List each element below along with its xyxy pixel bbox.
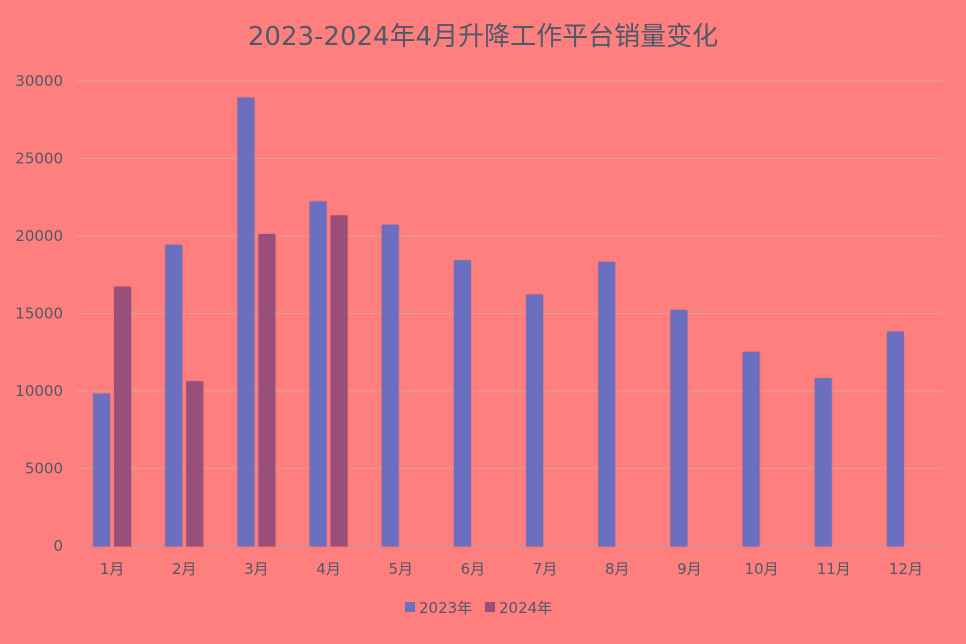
bars xyxy=(93,97,904,547)
bar-series-0-2 xyxy=(165,244,183,547)
x-tick-label: 5月 xyxy=(388,560,413,578)
y-tick-label: 10000 xyxy=(15,382,63,400)
bar-series-0-10 xyxy=(742,351,760,547)
y-tick-label: 25000 xyxy=(15,150,63,168)
x-tick-label: 11月 xyxy=(817,560,851,578)
bar-series-0-8 xyxy=(598,261,616,547)
legend-label-0: 2023年 xyxy=(419,599,472,617)
legend-label-1: 2024年 xyxy=(499,599,552,617)
x-tick-label: 9月 xyxy=(677,560,702,578)
bar-series-0-3 xyxy=(237,97,255,547)
bar-series-0-4 xyxy=(309,201,327,547)
y-tick-label: 15000 xyxy=(15,305,63,323)
bar-series-1-3 xyxy=(258,233,276,547)
bar-series-0-9 xyxy=(670,309,688,547)
bar-series-1-1 xyxy=(114,286,132,547)
legend-swatch-0 xyxy=(405,602,415,612)
bar-series-0-1 xyxy=(93,393,111,547)
x-tick-label: 4月 xyxy=(316,560,341,578)
bar-series-0-6 xyxy=(453,260,471,547)
y-tick-label: 5000 xyxy=(25,460,63,478)
legend-swatch-1 xyxy=(485,602,495,612)
x-tick-label: 3月 xyxy=(244,560,269,578)
x-tick-label: 6月 xyxy=(461,560,486,578)
x-tick-label: 7月 xyxy=(533,560,558,578)
x-tick-label: 12月 xyxy=(889,560,923,578)
bar-series-0-12 xyxy=(886,331,904,547)
x-tick-label: 10月 xyxy=(745,560,779,578)
gridlines xyxy=(76,80,942,547)
bar-series-0-5 xyxy=(381,224,399,547)
bar-series-0-7 xyxy=(526,294,544,547)
chart-title: 2023-2024年4月升降工作平台销量变化 xyxy=(248,22,718,52)
legend: 2023年 2024年 xyxy=(405,599,552,617)
x-tick-label: 2月 xyxy=(172,560,197,578)
y-tick-label: 20000 xyxy=(15,227,63,245)
y-tick-label: 0 xyxy=(53,537,63,555)
bar-series-1-4 xyxy=(330,215,348,547)
bar-series-1-2 xyxy=(186,381,204,547)
y-tick-label: 30000 xyxy=(15,72,63,90)
x-tick-label: 8月 xyxy=(605,560,630,578)
y-axis: 0 5000 10000 15000 20000 25000 30000 xyxy=(15,72,63,555)
x-tick-label: 1月 xyxy=(100,560,125,578)
bar-series-0-11 xyxy=(814,378,832,547)
x-axis: 1月 2月 3月 4月 5月 6月 7月 8月 9月 10月 11月 12月 xyxy=(100,560,923,578)
